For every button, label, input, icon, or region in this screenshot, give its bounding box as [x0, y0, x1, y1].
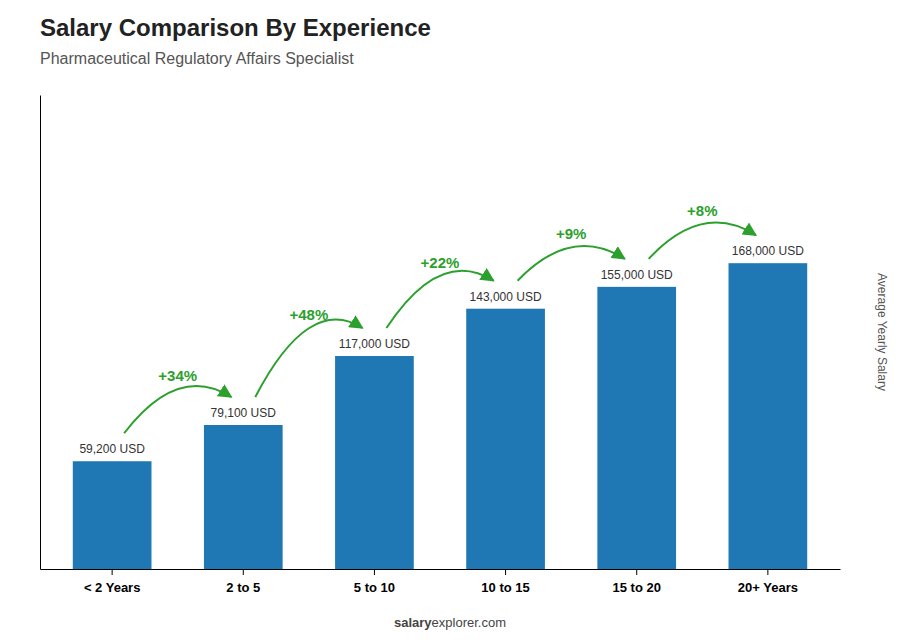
x-axis-line [41, 569, 841, 570]
annotation: +48% [289, 306, 328, 323]
bar [729, 263, 808, 569]
data-label: 168,000 USD [732, 244, 804, 258]
data-label: 59,200 USD [79, 442, 145, 456]
annotation: +22% [421, 254, 460, 271]
watermark: salaryexplorer.com [394, 615, 506, 630]
data-label: 117,000 USD [339, 337, 410, 351]
y-label: Average Yearly Salary [875, 273, 889, 391]
data-labels: 59,200 USD 79,100 USD 117,000 USD 143,000 U… [79, 244, 804, 456]
x-tick: 5 to 10 [354, 569, 395, 595]
change-arrow [386, 271, 493, 328]
plot-area: < 2 Years 2 to 5 5 to 10 10 to 15 15 to 20 20… [41, 96, 841, 596]
data-label: 79,100 USD [211, 406, 277, 420]
bar [73, 461, 152, 569]
x-tick-label: 2 to 5 [226, 580, 260, 595]
data-label: 155,000 USD [601, 268, 673, 282]
x-tick-label: < 2 Years [84, 580, 141, 595]
change-arrow [255, 320, 362, 397]
bar [466, 309, 545, 569]
x-tick: 2 to 5 [226, 569, 260, 595]
subtitle: Pharmaceutical Regulatory Affairs Specia… [40, 50, 354, 67]
title: Salary Comparison By Experience [40, 14, 431, 41]
x-tick-label: 10 to 15 [481, 580, 529, 595]
change-arrow [518, 246, 625, 281]
annotation: +9% [556, 225, 586, 242]
x-tick-mark [505, 569, 506, 575]
watermark-part: salary [394, 615, 432, 630]
change-arrow [124, 386, 231, 433]
x-tick: < 2 Years [84, 569, 141, 595]
data-label: 143,000 USD [470, 290, 542, 304]
x-tick: 20+ Years [738, 569, 798, 595]
annotation: +8% [687, 202, 717, 219]
y-axis-line [40, 96, 41, 570]
y-axis [40, 96, 41, 570]
x-tick: 10 to 15 [481, 569, 529, 595]
x-tick-label: 5 to 10 [354, 580, 395, 595]
annotation: +34% [158, 367, 197, 384]
x-tick: 15 to 20 [613, 569, 661, 595]
chart-root: Salary Comparison By Experience Pharmaceu… [0, 0, 900, 641]
x-tick-label: 20+ Years [738, 580, 798, 595]
x-tick-label: 15 to 20 [613, 580, 661, 595]
bar [597, 287, 676, 569]
x-tick-mark [112, 569, 113, 575]
x-tick-mark [636, 569, 637, 575]
bar [204, 425, 283, 569]
bars [73, 263, 807, 569]
x-axis: < 2 Years 2 to 5 5 to 10 10 to 15 15 to 20 20… [41, 569, 841, 595]
x-tick-mark [243, 569, 244, 575]
change-arrow [649, 223, 756, 259]
x-tick-mark [374, 569, 375, 575]
bar [335, 356, 414, 569]
annotations: +34% +48% +22% +9% +8% [124, 202, 756, 433]
x-tick-mark [767, 569, 768, 575]
watermark-part: explorer.com [432, 615, 506, 630]
